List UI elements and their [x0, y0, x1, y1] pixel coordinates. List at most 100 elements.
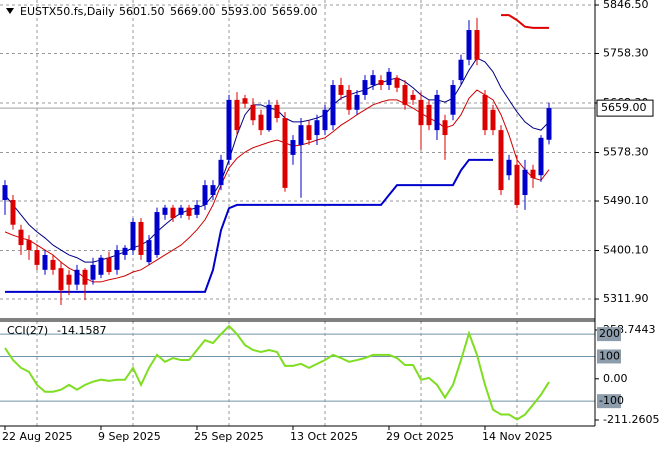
candle-body: [58, 268, 64, 291]
candle-body: [226, 99, 232, 160]
y-tick-label: 5846.50: [603, 0, 649, 11]
x-tick-label: 9 Sep 2025: [98, 430, 161, 443]
candle-body: [426, 104, 432, 126]
ohlc-open: 5601.50: [119, 5, 165, 18]
candle-body: [458, 59, 464, 81]
level-box: [597, 327, 621, 342]
candle-body: [50, 259, 56, 270]
candle-body: [2, 185, 8, 200]
candle-body: [18, 229, 24, 246]
indicator-line: [4, 324, 550, 421]
candle-body: [546, 108, 552, 140]
candle-body: [506, 159, 512, 176]
candle-body: [26, 240, 32, 251]
candle-body: [106, 257, 112, 273]
candle-body: [514, 164, 520, 205]
y-tick-label: 5311.90: [603, 292, 649, 305]
candle-body: [74, 269, 80, 285]
x-tick-label: 25 Sep 2025: [194, 430, 264, 443]
candle-body: [490, 109, 496, 131]
candle-body: [418, 99, 424, 126]
ohlc-close: 5659.00: [272, 5, 318, 18]
level-box: [597, 349, 621, 364]
candle-body: [218, 159, 224, 186]
candle-body: [154, 212, 160, 255]
x-tick-label: 13 Oct 2025: [290, 430, 358, 443]
candle-body: [258, 114, 264, 131]
candle-body: [306, 125, 312, 141]
level-label: -100: [599, 394, 624, 407]
candle-body: [450, 85, 456, 115]
x-tick-label: 22 Aug 2025: [2, 430, 72, 443]
candle-body: [178, 207, 184, 215]
candle-body: [378, 80, 384, 86]
x-tick-label: 29 Oct 2025: [386, 430, 454, 443]
ohlc-high: 5669.00: [170, 5, 216, 18]
y-tick-label: 5578.30: [603, 146, 649, 159]
candle-body: [466, 30, 472, 60]
candle-body: [402, 85, 408, 105]
candle-body: [498, 130, 504, 191]
candle-body: [194, 204, 200, 215]
candle-body: [474, 30, 480, 60]
candle-body: [298, 125, 304, 145]
y-tick-label: 0.00: [603, 372, 628, 385]
candle-body: [386, 71, 392, 86]
indicator-line: [501, 14, 549, 29]
candle-body: [314, 120, 320, 136]
candle-body: [90, 264, 96, 280]
candle-body: [114, 250, 120, 270]
y-tick-label: 5758.30: [603, 47, 649, 60]
candle-body: [10, 199, 16, 225]
candle-body: [274, 104, 280, 119]
candle-body: [282, 118, 288, 188]
menu-triangle: [6, 8, 14, 14]
candle-body: [354, 94, 360, 110]
indicator-line: [5, 158, 493, 293]
x-tick-label: 14 Nov 2025: [482, 430, 552, 443]
candle-body: [362, 80, 368, 95]
level-label: 200: [599, 327, 620, 340]
candle-body: [162, 207, 168, 215]
candle-body: [250, 104, 256, 121]
candle-body: [330, 85, 336, 126]
candle-body: [210, 185, 216, 196]
candle-body: [242, 98, 248, 104]
candle-body: [138, 221, 144, 255]
candle-body: [394, 77, 400, 88]
candle-body: [66, 274, 72, 285]
candle-body: [290, 140, 296, 155]
indicator-line: [4, 89, 550, 283]
indicator-title: CCI(27): [7, 324, 48, 337]
candle-body: [522, 169, 528, 196]
candle-body: [42, 254, 48, 270]
candle-body: [202, 185, 208, 205]
candle-body: [170, 207, 176, 219]
candle-body: [370, 75, 376, 86]
current-price-box: [596, 99, 654, 117]
candle-body: [434, 94, 440, 131]
candle-body: [122, 247, 128, 255]
candle-body: [442, 120, 448, 136]
candle-body: [266, 104, 272, 131]
candle-body: [346, 89, 352, 110]
candle-body: [82, 269, 88, 285]
y-tick-label: 5490.10: [603, 194, 649, 207]
candle-body: [482, 94, 488, 131]
chart-title: EUSTX50.fs,Daily: [20, 5, 115, 18]
candle-body: [338, 85, 344, 95]
y-tick-label: -211.2605: [603, 413, 659, 426]
candle-body: [234, 99, 240, 131]
candle-body: [538, 137, 544, 176]
candle-body: [34, 250, 40, 265]
ohlc-low: 5593.00: [221, 5, 267, 18]
candle-body: [130, 221, 136, 251]
candle-body: [186, 207, 192, 216]
candle-body: [530, 169, 536, 178]
y-tick-label: 5400.10: [603, 244, 649, 257]
candle-body: [410, 94, 416, 100]
current-price-label: 5659.00: [601, 101, 647, 114]
level-box: [597, 394, 621, 409]
